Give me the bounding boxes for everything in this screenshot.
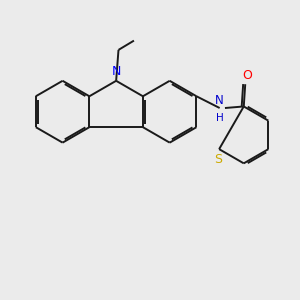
Text: N: N: [112, 65, 121, 78]
Text: N: N: [215, 94, 224, 106]
Text: O: O: [242, 69, 252, 82]
Text: S: S: [214, 153, 222, 166]
Text: H: H: [216, 113, 224, 123]
